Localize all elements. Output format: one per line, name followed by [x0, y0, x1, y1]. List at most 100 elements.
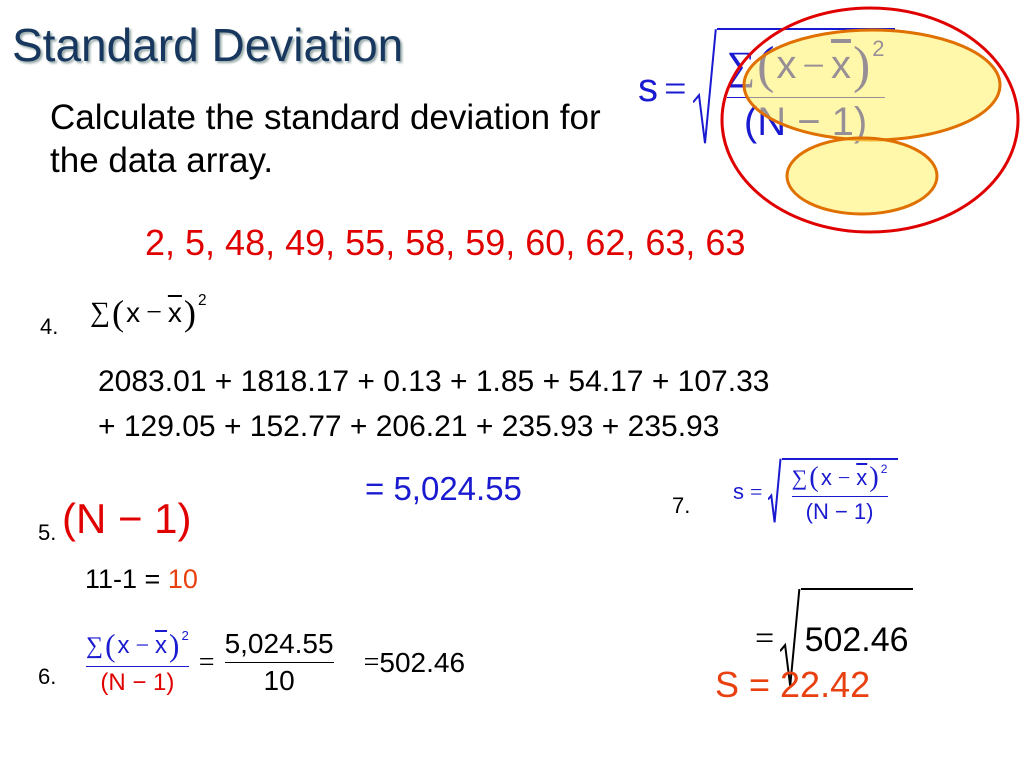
fraction-bar	[86, 666, 189, 667]
radical-sign	[768, 458, 781, 525]
exponent: 2	[872, 35, 885, 61]
denominator-value: 10	[263, 665, 295, 696]
radical-sign	[693, 28, 717, 148]
radical-sign	[780, 588, 800, 690]
mean: x	[155, 632, 168, 659]
numerator-value: 5,024.55	[224, 628, 334, 659]
formula-small: s = ∑(x − x) 2 (N − 1)	[733, 458, 898, 525]
work: 11-1 =	[85, 564, 161, 594]
paren: )	[169, 628, 180, 663]
variable: x	[117, 632, 130, 659]
denominator: 10	[264, 665, 295, 697]
radicand: 502.46	[800, 588, 913, 690]
sigma: ∑	[726, 42, 756, 88]
equals: =	[198, 646, 215, 678]
radical-path	[768, 459, 781, 523]
minus: −	[802, 42, 825, 88]
formula-row: s = ∑(x − x) 2 (N − 1)	[638, 28, 895, 148]
sum-result: = 5,024.55	[365, 470, 522, 507]
data-array: 2, 5, 48, 49, 55, 58, 59, 60, 62, 63, 63	[145, 222, 746, 263]
highlight-circle	[785, 136, 939, 216]
paren: )	[869, 462, 879, 493]
step-six-result: 502.46	[379, 646, 466, 678]
sigma-term: ∑(x − x) 2	[727, 36, 885, 95]
denominator-text: (N − 1)	[805, 499, 874, 524]
sum-expression: ∑(x − x) 2	[90, 292, 207, 334]
sigma-term: ∑(x − x) 2	[90, 292, 207, 334]
minus: −	[146, 297, 162, 328]
numerator: ∑(x − x) 2	[727, 36, 885, 95]
denominator: (N − 1)	[806, 499, 874, 525]
sigma-term: ∑(x − x) 2	[86, 628, 189, 664]
radical: ∑(x − x) 2 (N − 1)	[693, 28, 895, 148]
step-number: 6.	[38, 664, 57, 689]
mean: x	[830, 42, 851, 87]
exponent: 2	[880, 462, 888, 476]
numerator: ∑(x − x) 2	[86, 628, 189, 664]
lhs: s	[733, 478, 744, 504]
radical-path	[780, 589, 799, 686]
minus: −	[837, 465, 851, 490]
sigma-term: ∑(x − x) 2	[792, 462, 888, 494]
step-six-fraction: ∑(x − x) 2 (N − 1)	[80, 628, 195, 697]
step-work: 11-1 = 10	[85, 564, 198, 595]
mean: x	[856, 465, 868, 490]
fraction-bar	[791, 496, 888, 497]
denominator-text: (N − 1)	[100, 669, 175, 696]
denominator-expression: (N − 1)	[62, 495, 192, 542]
root-step: = 502.46	[755, 588, 913, 690]
lhs: s	[638, 65, 658, 110]
paren: (	[111, 293, 125, 333]
sum-line: + 129.05 + 152.77 + 206.21 + 235.93 + 23…	[98, 410, 720, 443]
radicand: ∑(x − x) 2 (N − 1)	[781, 458, 898, 525]
denominator: (N − 1)	[100, 669, 174, 697]
variable: x	[126, 297, 141, 328]
fraction: ∑(x − x) 2 (N − 1)	[726, 36, 885, 145]
sigma: ∑	[90, 297, 110, 328]
radical-path	[693, 29, 716, 143]
formula: s = ∑(x − x) 2 (N − 1)	[638, 28, 895, 148]
numerator: 5,024.55	[225, 628, 334, 660]
equals: =	[750, 478, 763, 504]
radical: ∑(x − x) 2 (N − 1)	[768, 458, 898, 525]
paren: )	[852, 36, 871, 94]
step-number: 7.	[672, 493, 691, 518]
equals: =	[363, 646, 380, 678]
mean: x	[167, 297, 182, 328]
exponent: 2	[198, 292, 207, 309]
instruction: Calculate the standard deviation for the…	[50, 98, 601, 180]
fraction: ∑(x − x) 2 (N − 1)	[791, 462, 888, 525]
fraction-bar	[726, 96, 885, 98]
minus: −	[135, 632, 150, 659]
paren: (	[757, 36, 775, 94]
numerator: ∑(x − x) 2	[792, 462, 888, 494]
equals: =	[755, 619, 775, 657]
work-result: 10	[167, 564, 198, 594]
sigma: ∑	[791, 465, 808, 490]
equals: =	[664, 65, 687, 111]
step-six-row: ∑(x − x) 2 (N − 1) = 5,024.55 10 = 502.46	[80, 628, 465, 697]
radicand: ∑(x − x) 2 (N − 1)	[716, 28, 895, 148]
sigma: ∑	[86, 632, 104, 659]
variable: x	[776, 42, 797, 87]
fraction-bar	[224, 662, 334, 663]
final-result: S = 22.42	[715, 664, 871, 705]
radical: 502.46	[780, 588, 913, 690]
fraction: ∑(x − x) 2 (N − 1)	[86, 628, 189, 697]
denominator: (N − 1)	[744, 100, 867, 145]
step-number: 4.	[40, 314, 59, 339]
formula-row: s = ∑(x − x) 2 (N − 1)	[733, 458, 898, 525]
variable: x	[820, 465, 832, 490]
paren: )	[183, 293, 197, 333]
step-six: ∑(x − x) 2 (N − 1) = 5,024.55 10 = 502.46	[80, 628, 465, 697]
sum-line: 2083.01 + 1818.17 + 0.13 + 1.85 + 54.17 …	[98, 365, 770, 398]
denominator-text: (N − 1)	[743, 99, 868, 144]
paren: (	[809, 462, 819, 493]
radicand-value: 502.46	[804, 621, 909, 660]
exponent: 2	[181, 628, 189, 643]
fraction: 5,024.55 10	[224, 628, 334, 697]
slide-title: Standard Deviation	[12, 19, 404, 71]
step-number: 5.	[38, 520, 57, 545]
root-row: = 502.46	[755, 588, 913, 690]
